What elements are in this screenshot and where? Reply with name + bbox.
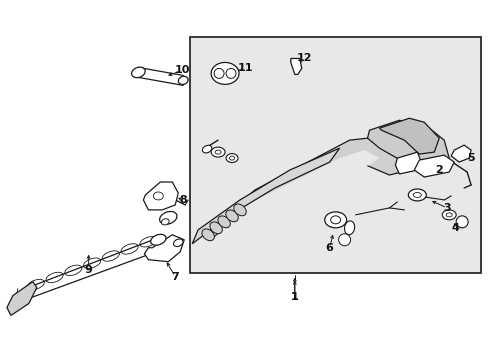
Ellipse shape	[153, 192, 163, 200]
Circle shape	[455, 216, 467, 228]
Text: 6: 6	[325, 243, 333, 253]
Circle shape	[338, 234, 350, 246]
Ellipse shape	[215, 150, 221, 154]
Text: 8: 8	[179, 195, 187, 205]
Ellipse shape	[233, 204, 246, 216]
Polygon shape	[13, 238, 168, 307]
Text: 11: 11	[237, 63, 252, 73]
Polygon shape	[290, 58, 301, 75]
Text: 4: 4	[450, 223, 458, 233]
Polygon shape	[7, 282, 37, 315]
Ellipse shape	[446, 213, 451, 217]
Polygon shape	[144, 235, 184, 262]
Ellipse shape	[218, 216, 230, 228]
Polygon shape	[210, 135, 428, 240]
Bar	[189, 37, 480, 273]
Ellipse shape	[225, 154, 238, 163]
Ellipse shape	[150, 234, 165, 245]
Text: 10: 10	[174, 66, 189, 76]
Ellipse shape	[161, 219, 169, 225]
Ellipse shape	[225, 210, 238, 222]
Ellipse shape	[324, 212, 346, 228]
Text: 5: 5	[467, 153, 474, 163]
Polygon shape	[379, 118, 438, 154]
Text: 12: 12	[296, 54, 312, 63]
Ellipse shape	[211, 62, 239, 84]
Ellipse shape	[229, 156, 234, 160]
Polygon shape	[413, 155, 453, 177]
Text: 2: 2	[434, 165, 442, 175]
Polygon shape	[215, 150, 379, 235]
Circle shape	[225, 68, 236, 78]
Ellipse shape	[173, 239, 183, 247]
Ellipse shape	[131, 67, 145, 78]
Polygon shape	[192, 148, 339, 244]
Ellipse shape	[178, 76, 188, 85]
Polygon shape	[369, 128, 433, 168]
Ellipse shape	[202, 229, 214, 241]
Ellipse shape	[209, 222, 222, 234]
Ellipse shape	[330, 216, 340, 224]
Polygon shape	[367, 120, 448, 170]
Ellipse shape	[211, 147, 224, 157]
Text: 3: 3	[443, 203, 450, 213]
Polygon shape	[450, 145, 470, 162]
Ellipse shape	[202, 145, 211, 153]
Ellipse shape	[412, 193, 421, 197]
Text: 9: 9	[84, 265, 92, 275]
Ellipse shape	[441, 210, 455, 220]
Circle shape	[214, 68, 224, 78]
Polygon shape	[395, 152, 421, 174]
Text: 7: 7	[171, 272, 179, 282]
Text: 1: 1	[290, 292, 298, 302]
Text: 1: 1	[290, 292, 298, 302]
Ellipse shape	[159, 211, 177, 224]
Ellipse shape	[407, 189, 426, 201]
Ellipse shape	[344, 221, 354, 235]
Polygon shape	[143, 182, 178, 210]
